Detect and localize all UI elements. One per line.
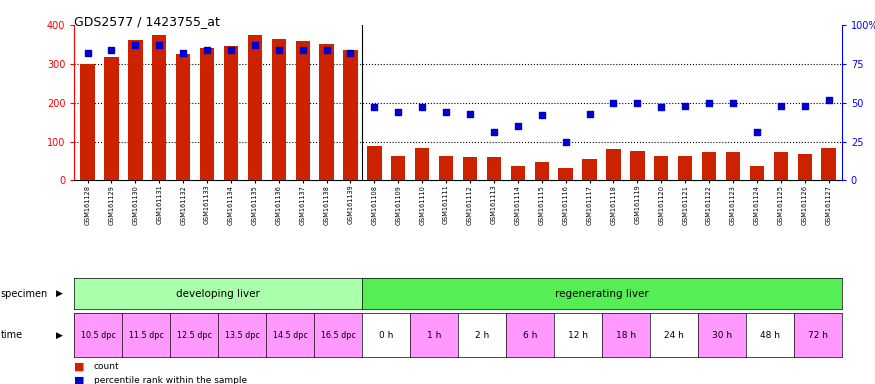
Bar bbox=[774, 152, 788, 180]
Text: 24 h: 24 h bbox=[664, 331, 684, 339]
Point bbox=[80, 50, 94, 56]
Text: time: time bbox=[1, 330, 23, 340]
Bar bbox=[439, 156, 453, 180]
Point bbox=[606, 99, 620, 106]
Bar bbox=[368, 146, 382, 180]
Bar bbox=[224, 46, 238, 180]
Bar bbox=[319, 45, 333, 180]
Point bbox=[272, 47, 286, 53]
Point bbox=[583, 111, 597, 117]
Text: 12.5 dpc: 12.5 dpc bbox=[177, 331, 212, 339]
Bar bbox=[535, 162, 549, 180]
Bar bbox=[128, 40, 143, 180]
Text: percentile rank within the sample: percentile rank within the sample bbox=[94, 376, 247, 384]
Text: 10.5 dpc: 10.5 dpc bbox=[80, 331, 116, 339]
Bar bbox=[630, 151, 645, 180]
Bar bbox=[702, 152, 717, 180]
Point bbox=[750, 129, 764, 135]
Bar bbox=[558, 168, 573, 180]
Bar bbox=[200, 48, 214, 180]
Bar bbox=[797, 154, 812, 180]
Text: ■: ■ bbox=[74, 375, 85, 384]
Point bbox=[798, 103, 812, 109]
Bar bbox=[152, 35, 166, 180]
Point bbox=[368, 104, 382, 111]
Text: specimen: specimen bbox=[1, 289, 48, 299]
Point bbox=[774, 103, 788, 109]
Text: 12 h: 12 h bbox=[568, 331, 588, 339]
Point bbox=[439, 109, 453, 115]
Text: 2 h: 2 h bbox=[475, 331, 489, 339]
Bar bbox=[391, 156, 405, 180]
Bar bbox=[80, 64, 94, 180]
Point bbox=[702, 99, 716, 106]
Bar bbox=[415, 148, 430, 180]
Text: 72 h: 72 h bbox=[808, 331, 828, 339]
Point bbox=[678, 103, 692, 109]
Point bbox=[344, 50, 358, 56]
Bar bbox=[606, 149, 620, 180]
Bar bbox=[296, 40, 310, 180]
Point bbox=[224, 47, 238, 53]
Point bbox=[296, 47, 310, 53]
Text: regenerating liver: regenerating liver bbox=[555, 289, 649, 299]
Point bbox=[726, 99, 740, 106]
Point bbox=[535, 112, 549, 118]
Bar bbox=[583, 159, 597, 180]
Point bbox=[176, 50, 190, 56]
Text: 48 h: 48 h bbox=[760, 331, 780, 339]
Point bbox=[487, 129, 500, 135]
Bar bbox=[725, 152, 740, 180]
Bar bbox=[271, 38, 286, 180]
Text: 6 h: 6 h bbox=[523, 331, 537, 339]
Point bbox=[391, 109, 405, 115]
Bar bbox=[750, 166, 764, 180]
Point bbox=[630, 99, 644, 106]
Point bbox=[104, 47, 118, 53]
Text: ▶: ▶ bbox=[56, 289, 63, 298]
Point bbox=[248, 42, 262, 48]
Bar bbox=[822, 148, 836, 180]
Point bbox=[558, 139, 572, 145]
Bar bbox=[654, 156, 668, 180]
Text: developing liver: developing liver bbox=[177, 289, 260, 299]
Point bbox=[463, 111, 477, 117]
Bar bbox=[248, 35, 262, 180]
Text: 13.5 dpc: 13.5 dpc bbox=[225, 331, 260, 339]
Bar bbox=[104, 57, 119, 180]
Text: 11.5 dpc: 11.5 dpc bbox=[129, 331, 164, 339]
Text: 18 h: 18 h bbox=[616, 331, 636, 339]
Point bbox=[822, 96, 836, 103]
Text: ▶: ▶ bbox=[56, 331, 63, 339]
Text: 16.5 dpc: 16.5 dpc bbox=[321, 331, 355, 339]
Point bbox=[319, 47, 333, 53]
Text: 0 h: 0 h bbox=[379, 331, 393, 339]
Point bbox=[129, 42, 143, 48]
Bar bbox=[343, 50, 358, 180]
Text: 30 h: 30 h bbox=[711, 331, 732, 339]
Point bbox=[511, 123, 525, 129]
Text: count: count bbox=[94, 362, 119, 371]
Text: 1 h: 1 h bbox=[427, 331, 441, 339]
Point bbox=[200, 47, 214, 53]
Text: GDS2577 / 1423755_at: GDS2577 / 1423755_at bbox=[74, 15, 220, 28]
Bar bbox=[463, 157, 477, 180]
Bar bbox=[511, 166, 525, 180]
Point bbox=[654, 104, 668, 111]
Bar bbox=[176, 54, 191, 180]
Text: ■: ■ bbox=[74, 362, 85, 372]
Point bbox=[152, 42, 166, 48]
Text: 14.5 dpc: 14.5 dpc bbox=[273, 331, 308, 339]
Bar bbox=[678, 156, 692, 180]
Bar bbox=[487, 157, 501, 180]
Point bbox=[416, 104, 430, 111]
